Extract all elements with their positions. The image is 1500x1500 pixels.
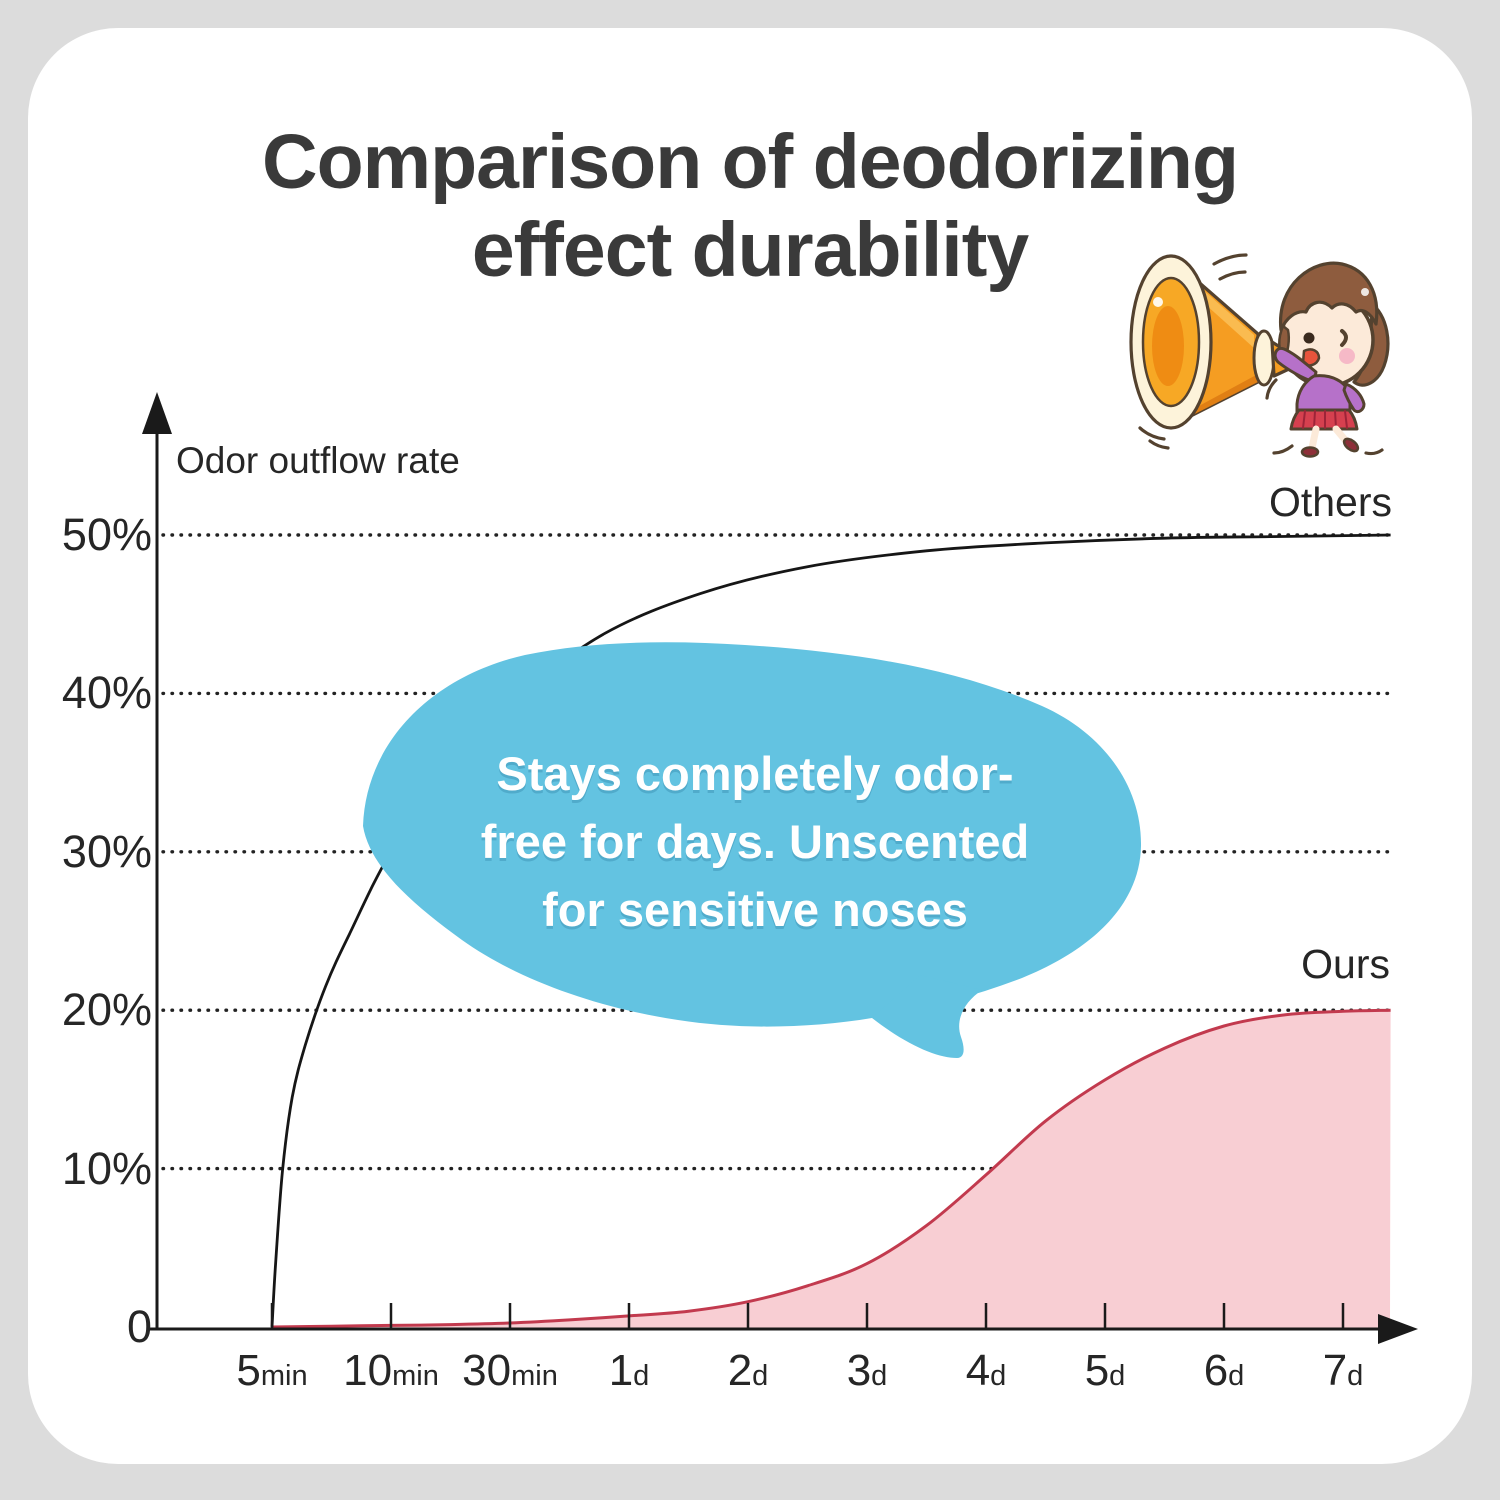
annotation-line: free for days. Unscented bbox=[480, 815, 1030, 868]
girl-fringe bbox=[1279, 261, 1379, 332]
girl-blush bbox=[1339, 348, 1355, 364]
y-tick-label-10: 10% bbox=[61, 1143, 152, 1194]
series-label-others: Others bbox=[1268, 479, 1392, 525]
y-tick-label-30: 30% bbox=[61, 826, 152, 877]
x-tick-label-5d: 5d bbox=[1084, 1346, 1126, 1395]
motion-line-icon bbox=[1265, 378, 1278, 400]
girl-wink-eye bbox=[1340, 329, 1348, 347]
hair-shine bbox=[1361, 288, 1369, 296]
motion-line-icon bbox=[1212, 253, 1248, 266]
x-tick-label-10min: 10min bbox=[343, 1346, 439, 1395]
annotation-line: Stays completely odor- bbox=[496, 747, 1014, 800]
y-axis-arrow-icon bbox=[142, 392, 172, 434]
x-tick-label-4d: 4d bbox=[965, 1346, 1007, 1395]
girl-arm bbox=[1273, 346, 1318, 384]
girl-shoe bbox=[1342, 437, 1360, 453]
y-tick-label-20: 20% bbox=[61, 984, 152, 1035]
x-tick-marks bbox=[270, 1303, 1345, 1329]
girl-shoe bbox=[1300, 446, 1320, 458]
annotation-line: for sensitive noses bbox=[542, 883, 968, 936]
y-tick-label-0: 0 bbox=[126, 1301, 152, 1352]
axes bbox=[150, 428, 1392, 1331]
x-tick-label-7d: 7d bbox=[1322, 1346, 1364, 1395]
y-axis-title: Odor outflow rate bbox=[176, 440, 460, 481]
girl-right-arm bbox=[1342, 382, 1366, 414]
x-tick-label-3d: 3d bbox=[846, 1346, 888, 1395]
x-tick-label-5min: 5min bbox=[236, 1346, 308, 1395]
megaphone-neck-ring bbox=[1252, 329, 1276, 387]
y-tick-label-40: 40% bbox=[61, 667, 152, 718]
y-tick-label-50: 50% bbox=[61, 509, 152, 560]
megaphone-deep bbox=[1152, 306, 1184, 386]
girl-eye bbox=[1303, 332, 1315, 344]
page-title-line2: effect durability bbox=[471, 207, 1029, 293]
motion-line-icon bbox=[1148, 439, 1170, 450]
x-tick-label-1d: 1d bbox=[608, 1346, 650, 1395]
motion-line-icon bbox=[1138, 426, 1166, 441]
x-tick-label-30min: 30min bbox=[462, 1346, 558, 1395]
speech-bubble bbox=[363, 642, 1142, 1058]
motion-line-icon bbox=[1218, 270, 1247, 281]
girl-leg bbox=[1308, 425, 1320, 452]
speech-bubble-tail bbox=[872, 975, 982, 1058]
motion-line-icon bbox=[1364, 448, 1384, 456]
speech-bubble-body bbox=[363, 642, 1142, 1027]
page-title-line1: Comparison of deodorizing bbox=[262, 119, 1239, 205]
megaphone-girl-illustration bbox=[1129, 253, 1390, 458]
page-title: Comparison of deodorizing effect durabil… bbox=[0, 118, 1500, 294]
x-tick-label-2d: 2d bbox=[727, 1346, 769, 1395]
x-tick-label-6d: 6d bbox=[1203, 1346, 1245, 1395]
annotation-bubble-text: Stays completely odor- free for days. Un… bbox=[400, 740, 1110, 944]
series-label-ours: Ours bbox=[1301, 941, 1390, 987]
skirt-pleats bbox=[1302, 410, 1348, 429]
x-axis-arrow-icon bbox=[1378, 1314, 1418, 1344]
megaphone-shine bbox=[1153, 297, 1163, 307]
ours-curve bbox=[271, 1008, 1391, 1329]
motion-line-icon bbox=[1272, 444, 1294, 455]
ours-area bbox=[272, 1010, 1391, 1329]
